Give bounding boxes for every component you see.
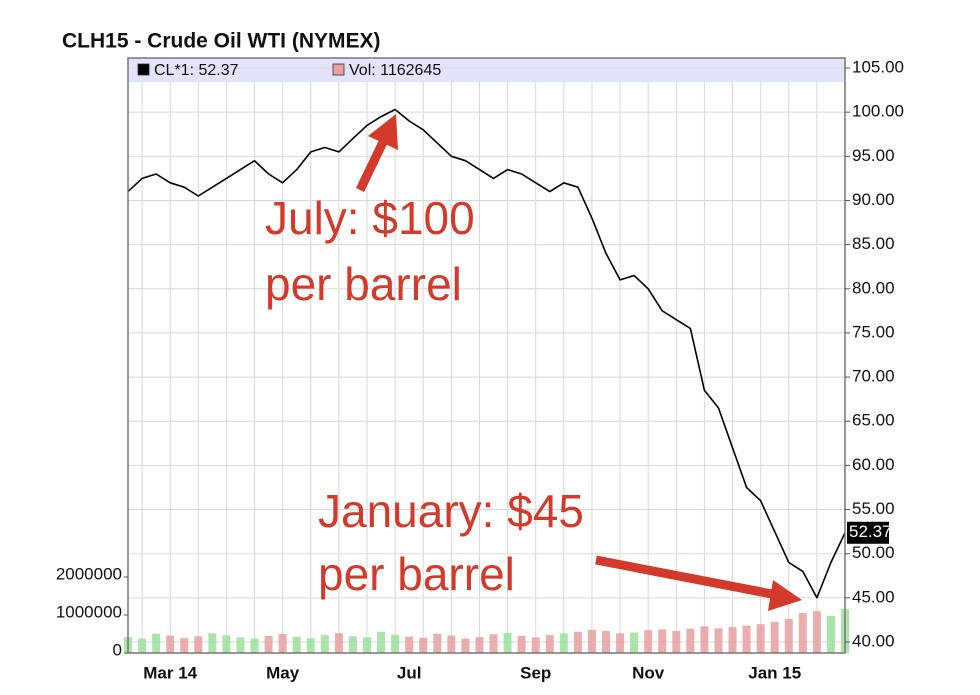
volume-bar <box>236 637 245 653</box>
volume-bar <box>405 636 414 653</box>
price-tag: 52.37 <box>849 522 892 541</box>
volume-bar <box>447 635 456 653</box>
volume-bar <box>700 626 709 653</box>
volume-bar <box>545 635 554 653</box>
volume-bar <box>292 636 301 653</box>
arrows <box>355 114 802 611</box>
volume-bar <box>672 630 681 653</box>
volume-bar <box>278 634 287 653</box>
legend-band <box>128 58 845 82</box>
annotation: January: $45 <box>318 485 584 537</box>
volume-bar <box>812 611 821 653</box>
arrow-shaft <box>355 136 390 192</box>
volume-bar <box>644 630 653 653</box>
y2-tick-label: 1000000 <box>56 602 122 621</box>
volume-bar <box>180 638 189 653</box>
y-tick-label: 100.00 <box>852 102 904 121</box>
y-tick-label: 40.00 <box>852 631 895 650</box>
volume-bar <box>503 632 512 653</box>
volume-bar <box>573 631 582 653</box>
annotation: per barrel <box>265 258 462 310</box>
volume-bar <box>306 638 315 653</box>
price-tag-box <box>847 521 889 544</box>
y-tick-label: 45.00 <box>852 587 895 606</box>
volume-bar <box>756 624 765 653</box>
volume-bar <box>728 627 737 653</box>
volume-bar <box>475 637 484 653</box>
volume-bar <box>517 635 526 653</box>
legend-swatch <box>137 63 150 76</box>
volume-bar <box>826 615 835 653</box>
y-tick-label: 90.00 <box>852 190 895 209</box>
volume-bar <box>587 629 596 653</box>
chart-title: CLH15 - Crude Oil WTI (NYMEX) <box>62 30 381 53</box>
y-tick-label: 85.00 <box>852 234 895 253</box>
y-tick-label: 50.00 <box>852 543 895 562</box>
arrow-head <box>768 580 802 611</box>
volume-bar <box>770 621 779 653</box>
y-tick-label: 70.00 <box>852 367 895 386</box>
arrow-shaft <box>595 555 773 599</box>
y-tick-label: 95.00 <box>852 146 895 165</box>
volume-bar <box>784 618 793 653</box>
volume-bar <box>616 633 625 653</box>
y2-tick-label: 0 <box>113 640 122 659</box>
volume-bar <box>264 635 273 653</box>
annotation: July: $100 <box>265 192 475 244</box>
volume-bar <box>658 629 667 653</box>
grid <box>128 67 846 653</box>
volume-bar <box>377 631 386 653</box>
y-tick-label: 55.00 <box>852 499 895 518</box>
volume-bar <box>194 636 203 653</box>
y-tick-label: 60.00 <box>852 455 895 474</box>
arrow-head <box>368 114 398 150</box>
x-tick-label: Jan 15 <box>748 663 801 682</box>
legend-swatch <box>332 63 345 76</box>
volume-bar <box>222 635 231 653</box>
volume-bar <box>363 637 371 653</box>
volume-bar <box>152 633 161 653</box>
volume-bar <box>602 630 610 653</box>
volume-bar <box>798 613 807 653</box>
y-tick-label: 65.00 <box>852 411 895 430</box>
labels: 40.00 45.00 50.00 55.00 60.00 65.00 70.00 75.00… <box>56 57 904 682</box>
y-tick-label: 75.00 <box>852 322 895 341</box>
volume-bar <box>630 632 639 653</box>
x-tick-label: Mar 14 <box>143 663 197 682</box>
volume-bar <box>419 637 428 653</box>
volume-bar <box>559 633 568 653</box>
volume-bar <box>208 633 217 653</box>
y-tick-label: 80.00 <box>852 278 895 297</box>
x-tick-label: May <box>266 663 300 682</box>
legend-label: Vol: 1162645 <box>349 62 441 79</box>
volume-bar <box>348 636 357 653</box>
plot-frame <box>127 57 846 654</box>
legend-label: CL*1: 52.37 <box>154 62 239 79</box>
x-tick-label: Jul <box>397 663 422 682</box>
volume-bar <box>138 638 147 653</box>
volume-bar <box>686 628 695 653</box>
y-tick-label: 105.00 <box>852 57 904 76</box>
y2-tick-label: 2000000 <box>56 564 122 583</box>
volume-bar <box>391 634 400 653</box>
volume-bar <box>320 635 329 653</box>
volume-bar <box>334 633 343 653</box>
price-line <box>127 108 846 599</box>
volume-bar <box>433 633 442 653</box>
volume-bar <box>250 638 259 653</box>
volume-bar <box>489 634 498 653</box>
x-tick-label: Sep <box>520 663 551 682</box>
volume-bar <box>461 638 470 653</box>
volume-bar <box>742 625 751 653</box>
volume-bar <box>714 628 723 653</box>
volume-bar <box>166 635 175 653</box>
volume-bar <box>531 637 540 653</box>
annotation: per barrel <box>318 548 515 600</box>
x-tick-label: Nov <box>632 663 665 682</box>
